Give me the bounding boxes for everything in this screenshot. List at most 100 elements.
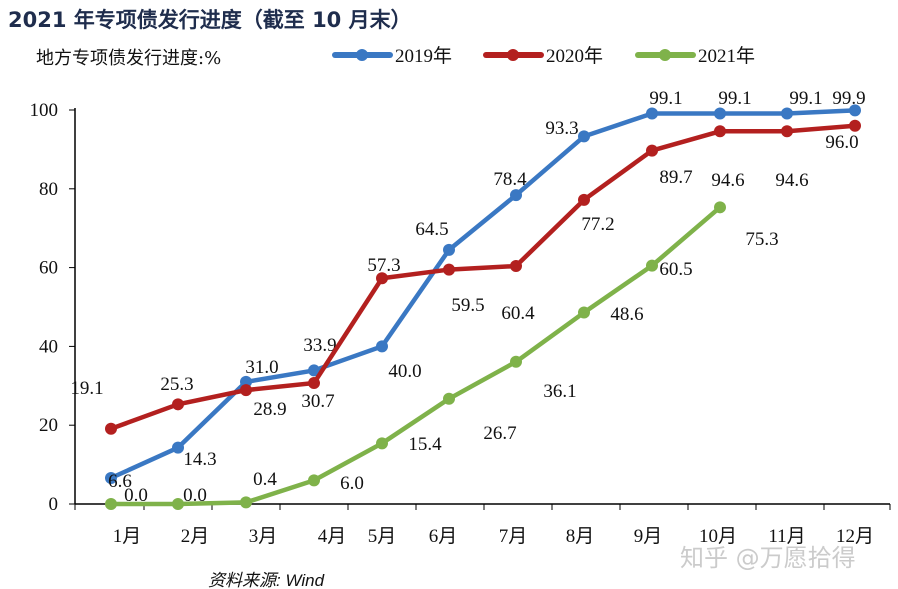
legend-marker <box>507 49 519 61</box>
data-label: 96.0 <box>825 132 858 153</box>
data-point <box>510 355 522 368</box>
data-label: 64.5 <box>415 219 448 240</box>
y-tick-label: 60 <box>39 258 58 279</box>
legend-label: 2021年 <box>698 45 755 67</box>
data-point <box>849 104 861 117</box>
data-point <box>376 272 388 285</box>
x-tick-label: 7月 <box>499 526 528 547</box>
data-point <box>308 364 320 377</box>
chart-title: 2021 年专项债发行进度（截至 10 月末） <box>8 8 412 32</box>
data-label: 99.1 <box>789 88 822 109</box>
watermark: 知乎 @万愿拾得 <box>680 544 856 572</box>
data-label: 93.3 <box>545 118 578 139</box>
x-tick-label: 6月 <box>429 526 458 547</box>
data-point <box>172 441 184 454</box>
data-label: 15.4 <box>408 434 442 455</box>
data-point <box>172 398 184 411</box>
data-label: 99.9 <box>832 88 865 109</box>
data-label: 78.4 <box>493 169 527 190</box>
data-label: 28.9 <box>253 399 286 420</box>
x-tick-label: 4月 <box>318 526 347 547</box>
data-point <box>240 384 252 397</box>
series-line-2020年 <box>110 123 856 431</box>
data-label: 60.4 <box>501 303 535 324</box>
x-tick-label: 12月 <box>836 526 874 547</box>
data-point <box>443 243 455 256</box>
legend-label: 2019年 <box>395 45 452 67</box>
data-label: 30.7 <box>301 391 334 412</box>
data-label: 99.1 <box>649 88 682 109</box>
data-label: 36.1 <box>543 381 576 402</box>
data-point <box>240 496 252 509</box>
y-tick-label: 100 <box>30 100 59 121</box>
legend-marker <box>659 49 671 61</box>
data-point <box>646 107 658 120</box>
data-label: 77.2 <box>581 214 614 235</box>
legend-marker <box>356 49 368 61</box>
data-label: 59.5 <box>451 295 484 316</box>
data-point <box>510 260 522 273</box>
data-label: 19.1 <box>70 378 103 399</box>
data-point <box>714 125 726 138</box>
source-note: 资料来源: Wind <box>208 571 325 589</box>
x-tick-label: 2月 <box>181 526 210 547</box>
data-point <box>578 306 590 319</box>
data-point <box>714 107 726 120</box>
data-point <box>578 130 590 143</box>
x-tick-label: 10月 <box>699 526 737 547</box>
data-label: 33.9 <box>303 335 336 356</box>
data-point <box>781 107 793 120</box>
x-tick-label: 5月 <box>368 526 397 547</box>
data-point <box>781 125 793 138</box>
y-axis-label: 地方专项债发行进度:% <box>36 48 222 69</box>
data-label: 60.5 <box>659 259 692 280</box>
y-tick-label: 40 <box>39 336 58 357</box>
data-point <box>308 377 320 390</box>
data-point <box>646 259 658 272</box>
data-label: 14.3 <box>183 449 216 470</box>
data-point <box>172 498 184 510</box>
data-label: 40.0 <box>388 361 421 382</box>
data-point <box>849 119 861 132</box>
data-label: 25.3 <box>160 374 193 395</box>
data-point <box>308 474 320 487</box>
data-label: 6.0 <box>340 473 364 494</box>
data-label: 0.4 <box>253 469 277 490</box>
data-point <box>646 144 658 157</box>
series-line-2021年 <box>111 205 722 507</box>
y-tick-label: 80 <box>39 179 58 200</box>
data-point <box>714 201 726 214</box>
data-point <box>105 422 117 435</box>
data-label: 99.1 <box>718 88 751 109</box>
data-point <box>105 498 117 510</box>
data-point <box>376 437 388 450</box>
data-label: 0.0 <box>183 485 207 506</box>
data-label: 0.0 <box>124 485 148 506</box>
data-point <box>376 340 388 353</box>
x-tick-label: 11月 <box>768 526 805 547</box>
data-point <box>105 471 117 484</box>
x-tick-label: 8月 <box>566 526 595 547</box>
data-label: 6.6 <box>108 471 132 492</box>
x-tick-label: 9月 <box>634 526 663 547</box>
data-point <box>578 193 590 206</box>
data-label: 31.0 <box>245 357 278 378</box>
y-tick-label: 20 <box>39 415 58 436</box>
data-label: 26.7 <box>483 423 516 444</box>
data-point <box>443 263 455 276</box>
data-label: 94.6 <box>775 170 808 191</box>
data-label: 94.6 <box>711 170 744 191</box>
y-tick-label: 0 <box>49 494 59 515</box>
x-tick-label: 1月 <box>113 526 142 547</box>
data-label: 89.7 <box>659 167 692 188</box>
data-point <box>510 189 522 202</box>
data-label: 75.3 <box>745 229 778 250</box>
data-point <box>240 375 252 388</box>
data-label: 48.6 <box>610 304 643 325</box>
x-tick-label: 3月 <box>249 526 278 547</box>
data-point <box>443 392 455 405</box>
data-label: 57.3 <box>367 255 400 276</box>
legend-label: 2020年 <box>546 45 603 67</box>
